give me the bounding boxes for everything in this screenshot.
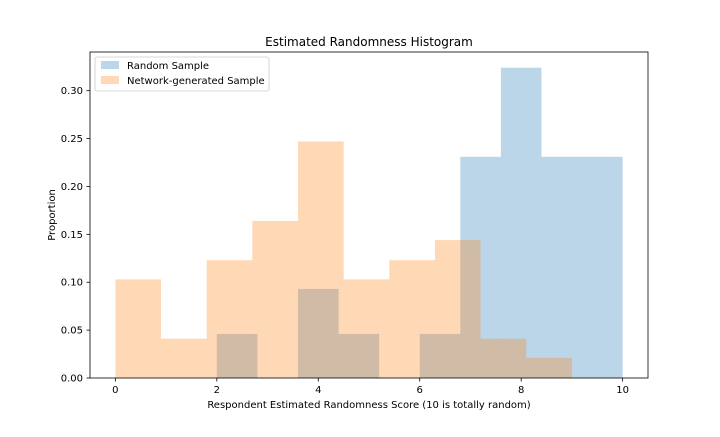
- x-axis-label: Respondent Estimated Randomness Score (1…: [207, 400, 530, 411]
- chart-title: Estimated Randomness Histogram: [265, 35, 473, 49]
- x-tick-label-0: 0: [112, 385, 118, 396]
- y-tick-label-3: 0.15: [61, 230, 83, 241]
- network-generated-sample-bar-0: [115, 279, 162, 378]
- y-tick-label-0: 0.00: [61, 374, 83, 385]
- random-sample-bar-9: [582, 156, 623, 378]
- random-sample-bar-2: [297, 288, 339, 378]
- random-sample-bar-0: [216, 333, 258, 378]
- x-tick-label-5: 10: [616, 385, 629, 396]
- x-tick-label-4: 8: [518, 385, 524, 396]
- bars-layer: [115, 67, 623, 378]
- y-axis-label: Proportion: [47, 189, 58, 241]
- network-generated-sample-bar-2: [206, 260, 253, 378]
- legend-frame: [94, 56, 270, 92]
- y-tick-label-6: 0.30: [61, 86, 83, 97]
- network-generated-sample-bar-5: [343, 279, 390, 378]
- y-axis-ticks: 0.00 0.05 0.10 0.15 0.20 0.25 0.30: [61, 86, 90, 385]
- legend-label-random-sample: Random Sample: [127, 61, 209, 72]
- network-generated-sample-bar-8: [480, 338, 527, 378]
- y-tick-label-1: 0.05: [61, 326, 83, 337]
- network-generated-sample-bar-9: [526, 357, 572, 378]
- random-sample-bar-8: [541, 156, 583, 378]
- network-generated-sample-bar-3: [252, 220, 298, 378]
- x-tick-label-3: 6: [417, 385, 423, 396]
- x-axis-ticks: 0 2 4 6 8 10: [112, 378, 629, 396]
- random-sample-bar-3: [338, 333, 380, 378]
- random-sample-bar-5: [419, 333, 461, 378]
- x-tick-label-1: 2: [214, 385, 220, 396]
- legend-label-network-generated-sample: Network-generated Sample: [127, 76, 265, 87]
- y-tick-label-5: 0.25: [61, 134, 83, 145]
- y-tick-label-2: 0.10: [61, 278, 83, 289]
- legend-swatch-network-generated-sample: [101, 76, 119, 84]
- network-generated-sample-bar-1: [161, 338, 207, 378]
- y-tick-label-4: 0.20: [61, 182, 83, 193]
- random-sample-bar-7: [500, 67, 542, 378]
- legend-swatch-random-sample: [101, 61, 119, 69]
- plot-frame: [89, 51, 649, 379]
- network-generated-sample-bar-4: [297, 141, 344, 378]
- legend: Random Sample Network-generated Sample: [94, 56, 270, 92]
- random-sample-bar-6: [460, 156, 501, 378]
- network-generated-sample-bar-7: [434, 240, 481, 378]
- x-tick-label-2: 4: [315, 385, 321, 396]
- network-generated-sample-bar-6: [389, 260, 435, 378]
